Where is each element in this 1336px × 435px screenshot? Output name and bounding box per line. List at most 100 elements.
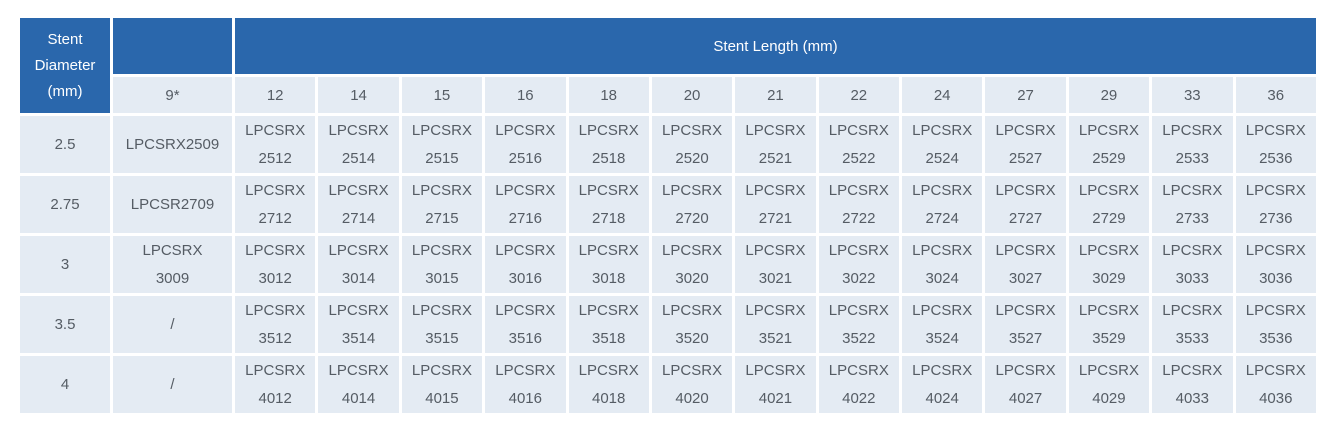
catalog-code-cell: LPCSRX 2515 [401,116,483,173]
length-header-cell: 27 [985,77,1066,113]
length-header-cell: 14 [318,77,399,113]
catalog-code-cell: LPCSRX 3518 [568,296,649,353]
length-header-cell: 20 [651,77,733,113]
catalog-code-cell: LPCSRX 2512 [235,116,316,173]
catalog-code-cell: LPCSRX 3536 [1235,296,1316,353]
catalog-code-cell: LPCSRX 2714 [318,176,399,233]
catalog-code-cell: LPCSRX 4024 [902,356,983,413]
catalog-code-cell: LPCSRX 2527 [985,116,1066,173]
catalog-code-cell: LPCSRX 3024 [902,236,983,293]
length-header-cell: 29 [1068,77,1150,113]
catalog-code-cell: LPCSRX 3512 [235,296,316,353]
catalog-code-cell: LPCSRX 4029 [1068,356,1150,413]
catalog-row: 4/LPCSRX 4012 LPCSRX 4014 LPCSRX 4015 LPCSR… [20,356,1316,413]
catalog-code-cell: LPCSRX 3521 [735,296,816,353]
catalog-code-cell: / [113,356,232,413]
length-header-cell: 12 [235,77,316,113]
catalog-code-cell: LPCSR2709 [113,176,232,233]
catalog-code-cell: LPCSRX 2736 [1235,176,1316,233]
diameter-cell: 3.5 [20,296,110,353]
length-header-cell: 15 [401,77,483,113]
catalog-code-cell: LPCSRX 3033 [1152,236,1233,293]
catalog-code-cell: LPCSRX 3009 [113,236,232,293]
catalog-code-cell: LPCSRX 3522 [818,296,899,353]
catalog-code-cell: LPCSRX 3514 [318,296,399,353]
catalog-code-cell: LPCSRX 3018 [568,236,649,293]
catalog-code-cell: LPCSRX 4012 [235,356,316,413]
catalog-code-cell: LPCSRX 3012 [235,236,316,293]
catalog-code-cell: LPCSRX 4018 [568,356,649,413]
stent-catalog-table: Stent Diameter (mm) Stent Length (mm) 9*… [17,15,1319,416]
catalog-code-cell: LPCSRX 3016 [485,236,566,293]
catalog-code-cell: LPCSRX 4015 [401,356,483,413]
catalog-code-cell: LPCSRX 3529 [1068,296,1150,353]
catalog-code-cell: LPCSRX 4036 [1235,356,1316,413]
catalog-code-cell: LPCSRX 2514 [318,116,399,173]
catalog-code-cell: LPCSRX 3524 [902,296,983,353]
catalog-row: 2.75 LPCSR2709 LPCSRX 2712 LPCSRX 2714 LPCSR… [20,176,1316,233]
catalog-code-cell: LPCSRX 2518 [568,116,649,173]
catalog-code-cell: LPCSRX 2516 [485,116,566,173]
catalog-code-cell: LPCSRX 2522 [818,116,899,173]
length-header-cell: 36 [1235,77,1316,113]
catalog-code-cell: LPCSRX 4033 [1152,356,1233,413]
catalog-code-cell: LPCSRX 3020 [651,236,733,293]
catalog-code-cell: LPCSRX 4016 [485,356,566,413]
catalog-code-cell: LPCSRX 3014 [318,236,399,293]
catalog-code-cell: LPCSRX 2533 [1152,116,1233,173]
length-header-cell: 24 [902,77,983,113]
catalog-code-cell: LPCSRX 3533 [1152,296,1233,353]
diameter-cell: 2.75 [20,176,110,233]
catalog-code-cell: LPCSRX 2529 [1068,116,1150,173]
catalog-code-cell: LPCSRX 3015 [401,236,483,293]
length-header-cell: 21 [735,77,816,113]
catalog-code-cell: LPCSRX 3036 [1235,236,1316,293]
catalog-code-cell: LPCSRX 2716 [485,176,566,233]
length-header-row: 9* 12 14 15 16 18 20 21 22 24 27 29 33 36 [20,77,1316,113]
catalog-code-cell: LPCSRX 3515 [401,296,483,353]
catalog-code-cell: LPCSRX 2718 [568,176,649,233]
catalog-code-cell: LPCSRX 2729 [1068,176,1150,233]
empty-header-cell [113,18,232,74]
length-header-cell: 22 [818,77,899,113]
catalog-code-cell: LPCSRX 4021 [735,356,816,413]
catalog-code-cell: LPCSRX 2720 [651,176,733,233]
catalog-code-cell: LPCSRX 4027 [985,356,1066,413]
catalog-code-cell: LPCSRX2509 [113,116,232,173]
catalog-code-cell: LPCSRX 2721 [735,176,816,233]
catalog-code-cell: LPCSRX 3029 [1068,236,1150,293]
corner-header-stent-diameter: Stent Diameter (mm) [20,18,110,113]
group-header-row: Stent Diameter (mm) Stent Length (mm) [20,18,1316,113]
catalog-code-cell: LPCSRX 3021 [735,236,816,293]
catalog-code-cell: LPCSRX 2724 [902,176,983,233]
catalog-code-cell: LPCSRX 2733 [1152,176,1233,233]
catalog-code-cell: LPCSRX 2524 [902,116,983,173]
catalog-code-cell: LPCSRX 4014 [318,356,399,413]
catalog-code-cell: / [113,296,232,353]
catalog-code-cell: LPCSRX 2715 [401,176,483,233]
catalog-code-cell: LPCSRX 4020 [651,356,733,413]
catalog-row: 3.5/LPCSRX 3512 LPCSRX 3514 LPCSRX 3515 LPC… [20,296,1316,353]
catalog-code-cell: LPCSRX 3027 [985,236,1066,293]
diameter-cell: 4 [20,356,110,413]
length-header-cell: 9* [113,77,232,113]
catalog-code-cell: LPCSRX 2712 [235,176,316,233]
diameter-cell: 2.5 [20,116,110,173]
diameter-cell: 3 [20,236,110,293]
length-header-cell: 18 [568,77,649,113]
catalog-code-cell: LPCSRX 3520 [651,296,733,353]
catalog-code-cell: LPCSRX 2536 [1235,116,1316,173]
catalog-code-cell: LPCSRX 3022 [818,236,899,293]
catalog-code-cell: LPCSRX 3516 [485,296,566,353]
catalog-row: 3 LPCSRX 3009 LPCSRX 3012 LPCSRX 3014 LPCSRX… [20,236,1316,293]
catalog-code-cell: LPCSRX 3527 [985,296,1066,353]
catalog-code-cell: LPCSRX 2521 [735,116,816,173]
catalog-code-cell: LPCSRX 2727 [985,176,1066,233]
group-header-stent-length: Stent Length (mm) [235,18,1316,74]
catalog-row: 2.5 LPCSRX2509 LPCSRX 2512 LPCSRX 2514 LPCSR… [20,116,1316,173]
catalog-code-cell: LPCSRX 2520 [651,116,733,173]
catalog-code-cell: LPCSRX 4022 [818,356,899,413]
length-header-cell: 16 [485,77,566,113]
length-header-cell: 33 [1152,77,1233,113]
